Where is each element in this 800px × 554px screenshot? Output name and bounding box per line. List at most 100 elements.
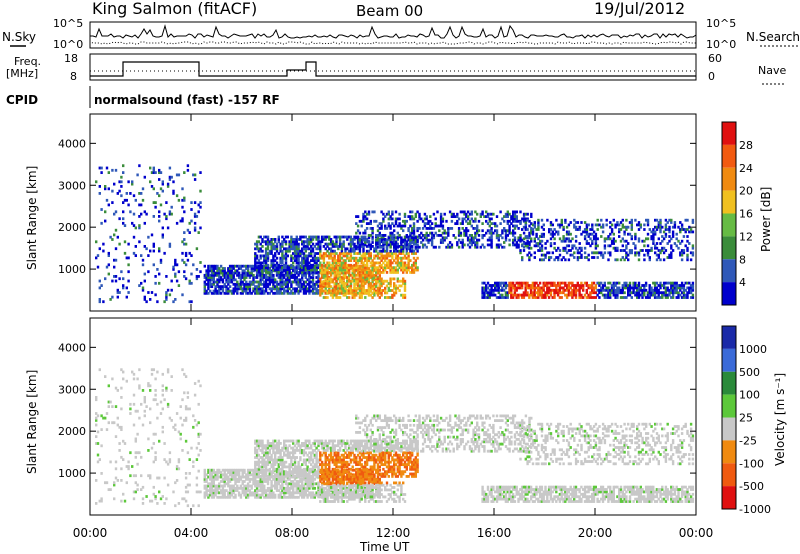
- echo-cell: [542, 288, 545, 292]
- echo-cell: [214, 486, 217, 490]
- echo-cell: [402, 256, 405, 260]
- echo-cell: [664, 286, 668, 290]
- echo-cell: [382, 261, 385, 265]
- echo-cell: [304, 259, 307, 263]
- echo-cell: [490, 236, 493, 240]
- echo-cell: [524, 221, 527, 224]
- echo-cell: [387, 252, 390, 255]
- echo-cell: [308, 475, 311, 479]
- echo-cell: [411, 229, 414, 233]
- echo-cell: [275, 242, 279, 246]
- echo-cell: [270, 276, 273, 279]
- echo-cell: [412, 236, 416, 240]
- echo-cell: [127, 291, 130, 294]
- echo-cell: [328, 484, 331, 488]
- echo-cell: [564, 281, 567, 285]
- echo-cell: [569, 253, 572, 257]
- echo-cell: [591, 232, 594, 236]
- echo-cell: [297, 482, 300, 486]
- echo-cell: [353, 245, 356, 248]
- echo-cell: [270, 269, 273, 273]
- echo-cell: [248, 468, 252, 472]
- echo-cell: [232, 278, 235, 282]
- echo-cell: [621, 218, 624, 222]
- echo-cell: [391, 210, 394, 214]
- echo-cell: [429, 215, 432, 219]
- echo-cell: [535, 281, 538, 285]
- echo-cell: [290, 475, 293, 479]
- echo-cell: [216, 468, 219, 472]
- echo-cell: [528, 293, 531, 297]
- echo-cell: [284, 280, 288, 284]
- echo-cell: [526, 291, 529, 295]
- echo-cell: [643, 291, 646, 295]
- echo-cell: [274, 266, 277, 270]
- echo-cell: [614, 293, 617, 297]
- echo-cell: [304, 477, 307, 481]
- echo-cell: [315, 271, 318, 275]
- echo-cell: [346, 282, 349, 286]
- echo-cell: [632, 284, 635, 287]
- echo-cell: [277, 489, 280, 493]
- echo-cell: [221, 468, 225, 472]
- echo-cell: [526, 235, 529, 238]
- echo-cell: [477, 229, 481, 233]
- echo-cell: [465, 212, 468, 216]
- echo-cell: [353, 285, 356, 289]
- echo-cell: [337, 477, 340, 481]
- colorbar-cell: [722, 190, 736, 214]
- echo-cell: [385, 256, 389, 260]
- echo-cell: [333, 293, 336, 297]
- echo-cell: [661, 291, 664, 295]
- echo-cell: [587, 284, 590, 287]
- echo-cell: [225, 278, 228, 282]
- echo-cell: [537, 249, 540, 252]
- echo-cell: [120, 270, 123, 274]
- echo-cell: [331, 259, 335, 263]
- echo-cell: [508, 281, 511, 285]
- echo-cell: [680, 251, 684, 255]
- echo-cell: [326, 271, 329, 274]
- echo-cell: [447, 229, 450, 233]
- echo-cell: [311, 259, 315, 263]
- echo-cell: [248, 273, 252, 277]
- echo-cell: [131, 182, 134, 186]
- echo-cell: [306, 484, 309, 488]
- echo-cell: [465, 229, 468, 233]
- freq-strip-series: [90, 61, 696, 77]
- echo-cell: [328, 261, 331, 265]
- echo-cell: [373, 291, 376, 295]
- echo-cell: [346, 279, 349, 283]
- echo-cell: [524, 225, 527, 229]
- echo-cell: [302, 242, 306, 246]
- echo-cell: [337, 268, 340, 272]
- echo-cell: [389, 217, 392, 221]
- echo-cell: [347, 268, 351, 272]
- echo-cell: [205, 473, 208, 477]
- echo-cell: [274, 495, 277, 499]
- echo-cell: [193, 212, 197, 216]
- echo-cell: [236, 289, 239, 293]
- echo-cell: [165, 295, 168, 299]
- echo-cell: [299, 254, 302, 258]
- echo-cell: [304, 493, 307, 497]
- echo-cell: [122, 201, 125, 205]
- echo-cell: [329, 242, 333, 246]
- echo-cell: [369, 273, 372, 277]
- echo-cell: [210, 482, 214, 486]
- echo-cell: [621, 284, 624, 287]
- echo-cell: [659, 296, 662, 299]
- echo-cell: [290, 247, 293, 251]
- echo-cell: [333, 287, 336, 291]
- power-colorbar-label: Power [dB]: [759, 187, 773, 252]
- echo-cell: [405, 247, 408, 251]
- echo-cell: [355, 259, 358, 263]
- echo-cell: [393, 252, 396, 255]
- echo-cell: [132, 251, 136, 255]
- echo-cell: [546, 284, 549, 287]
- echo-cell: [504, 284, 508, 287]
- echo-cell: [154, 293, 157, 297]
- echo-cell: [266, 480, 270, 483]
- echo-cell: [528, 246, 531, 250]
- echo-cell: [425, 234, 428, 237]
